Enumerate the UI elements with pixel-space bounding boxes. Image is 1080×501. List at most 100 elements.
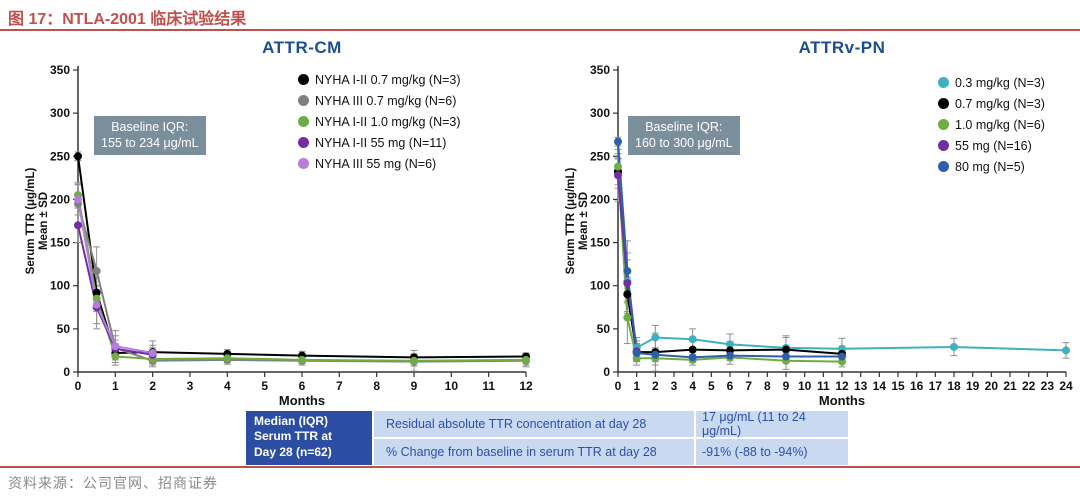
svg-text:1: 1 bbox=[633, 379, 640, 393]
legend-dot-icon bbox=[298, 95, 309, 106]
svg-text:6: 6 bbox=[727, 379, 734, 393]
svg-text:Months: Months bbox=[819, 393, 865, 408]
svg-text:6: 6 bbox=[299, 379, 306, 393]
svg-text:7: 7 bbox=[745, 379, 752, 393]
svg-text:23: 23 bbox=[1041, 379, 1055, 393]
svg-text:11: 11 bbox=[482, 379, 495, 393]
legend-item: NYHA III 55 mg (N=6) bbox=[298, 153, 461, 174]
legend-dot-icon bbox=[298, 137, 309, 148]
baseline-iqr-box-attrv-pn: Baseline IQR: 160 to 300 μg/mL bbox=[628, 116, 740, 155]
svg-text:5: 5 bbox=[261, 379, 268, 393]
svg-text:0: 0 bbox=[615, 379, 622, 393]
source-note: 资料来源：公司官网、招商证券 bbox=[8, 477, 218, 492]
svg-text:11: 11 bbox=[817, 379, 830, 393]
table-header-line3: Day 28 (n=62) bbox=[254, 444, 332, 459]
svg-text:150: 150 bbox=[590, 236, 610, 250]
svg-text:18: 18 bbox=[947, 379, 961, 393]
svg-text:100: 100 bbox=[50, 279, 70, 293]
svg-text:10: 10 bbox=[798, 379, 812, 393]
svg-text:200: 200 bbox=[590, 192, 610, 206]
svg-text:8: 8 bbox=[764, 379, 771, 393]
svg-text:24: 24 bbox=[1059, 379, 1073, 393]
svg-text:19: 19 bbox=[966, 379, 980, 393]
svg-text:50: 50 bbox=[597, 322, 611, 336]
svg-text:300: 300 bbox=[590, 106, 610, 120]
baseline-iqr-line2: 155 to 234 μg/mL bbox=[101, 136, 199, 151]
legend-dot-icon bbox=[938, 119, 949, 130]
baseline-iqr-line2: 160 to 300 μg/mL bbox=[635, 136, 733, 151]
table-header-line1: Median (IQR) bbox=[254, 414, 328, 428]
legend-dot-icon bbox=[298, 74, 309, 85]
table-row-label: % Change from baseline in serum TTR at d… bbox=[374, 439, 694, 465]
svg-text:12: 12 bbox=[519, 379, 533, 393]
legend-dot-icon bbox=[938, 161, 949, 172]
title-divider bbox=[0, 29, 1080, 31]
legend-label: 80 mg (N=5) bbox=[955, 159, 1025, 174]
svg-text:0: 0 bbox=[603, 365, 610, 379]
svg-text:0: 0 bbox=[63, 365, 70, 379]
svg-text:50: 50 bbox=[57, 322, 71, 336]
legend-item: NYHA I-II 1.0 mg/kg (N=3) bbox=[298, 111, 461, 132]
svg-text:16: 16 bbox=[910, 379, 924, 393]
svg-text:Serum TTR (μg/mL)Mean ± SD: Serum TTR (μg/mL)Mean ± SD bbox=[25, 167, 50, 274]
legend-attrv-pn: 0.3 mg/kg (N=3) 0.7 mg/kg (N=3) 1.0 mg/kg … bbox=[938, 72, 1045, 177]
svg-text:2: 2 bbox=[149, 379, 156, 393]
svg-text:250: 250 bbox=[50, 149, 70, 163]
legend-item: NYHA I-II 55 mg (N=11) bbox=[298, 132, 461, 153]
svg-text:20: 20 bbox=[985, 379, 999, 393]
svg-text:15: 15 bbox=[891, 379, 905, 393]
legend-label: NYHA I-II 0.7 mg/kg (N=3) bbox=[315, 72, 461, 87]
legend-dot-icon bbox=[938, 140, 949, 151]
legend-item: 0.3 mg/kg (N=3) bbox=[938, 72, 1045, 93]
svg-text:9: 9 bbox=[783, 379, 790, 393]
legend-label: NYHA I-II 1.0 mg/kg (N=3) bbox=[315, 114, 461, 129]
svg-text:200: 200 bbox=[50, 192, 70, 206]
svg-text:7: 7 bbox=[336, 379, 343, 393]
summary-table: Median (IQR) Serum TTR at Day 28 (n=62) … bbox=[246, 410, 848, 465]
svg-text:8: 8 bbox=[373, 379, 380, 393]
legend-label: 0.3 mg/kg (N=3) bbox=[955, 75, 1045, 90]
svg-text:10: 10 bbox=[445, 379, 459, 393]
legend-label: 1.0 mg/kg (N=6) bbox=[955, 117, 1045, 132]
svg-text:4: 4 bbox=[689, 379, 696, 393]
baseline-iqr-line1: Baseline IQR: bbox=[645, 120, 723, 134]
legend-attr-cm: NYHA I-II 0.7 mg/kg (N=3) NYHA III 0.7 mg… bbox=[298, 69, 461, 174]
svg-text:Serum TTR (μg/mL)Mean ± SD: Serum TTR (μg/mL)Mean ± SD bbox=[565, 167, 590, 274]
legend-dot-icon bbox=[938, 77, 949, 88]
svg-text:4: 4 bbox=[224, 379, 231, 393]
svg-text:100: 100 bbox=[590, 279, 610, 293]
svg-text:350: 350 bbox=[50, 63, 70, 77]
chart-attrv-pn: ATTRv-PN 0 50 100 150 200 250 300 350 0 1 2 3 4 5 6 7 8 9… bbox=[540, 36, 1080, 412]
svg-text:13: 13 bbox=[854, 379, 868, 393]
table-header-cell: Median (IQR) Serum TTR at Day 28 (n=62) bbox=[246, 411, 372, 465]
svg-text:9: 9 bbox=[411, 379, 418, 393]
svg-text:300: 300 bbox=[50, 106, 70, 120]
legend-label: NYHA I-II 55 mg (N=11) bbox=[315, 135, 447, 150]
legend-item: 1.0 mg/kg (N=6) bbox=[938, 114, 1045, 135]
legend-item: 0.7 mg/kg (N=3) bbox=[938, 93, 1045, 114]
legend-item: 80 mg (N=5) bbox=[938, 156, 1045, 177]
table-row-value: -91% (-88 to -94%) bbox=[696, 439, 848, 465]
baseline-iqr-box-attr-cm: Baseline IQR: 155 to 234 μg/mL bbox=[94, 116, 206, 155]
legend-item: NYHA III 0.7 mg/kg (N=6) bbox=[298, 90, 461, 111]
legend-dot-icon bbox=[298, 116, 309, 127]
svg-text:1: 1 bbox=[112, 379, 119, 393]
legend-label: NYHA III 0.7 mg/kg (N=6) bbox=[315, 93, 457, 108]
legend-label: 55 mg (N=16) bbox=[955, 138, 1032, 153]
table-row-label: Residual absolute TTR concentration at d… bbox=[374, 411, 694, 437]
legend-label: 0.7 mg/kg (N=3) bbox=[955, 96, 1045, 111]
svg-text:21: 21 bbox=[1003, 379, 1017, 393]
chart-title-attrv-pn: ATTRv-PN bbox=[798, 38, 886, 57]
svg-text:22: 22 bbox=[1022, 379, 1036, 393]
chart-attr-cm: ATTR-CM 0 50 100 150 200 250 300 350 0 1 2 3 4 5 6 7 8 9 1… bbox=[0, 36, 540, 412]
chart-title-attr-cm: ATTR-CM bbox=[262, 38, 342, 57]
svg-text:3: 3 bbox=[187, 379, 194, 393]
legend-item: NYHA I-II 0.7 mg/kg (N=3) bbox=[298, 69, 461, 90]
baseline-iqr-line1: Baseline IQR: bbox=[111, 120, 189, 134]
legend-label: NYHA III 55 mg (N=6) bbox=[315, 156, 437, 171]
svg-text:3: 3 bbox=[671, 379, 678, 393]
svg-text:150: 150 bbox=[50, 236, 70, 250]
